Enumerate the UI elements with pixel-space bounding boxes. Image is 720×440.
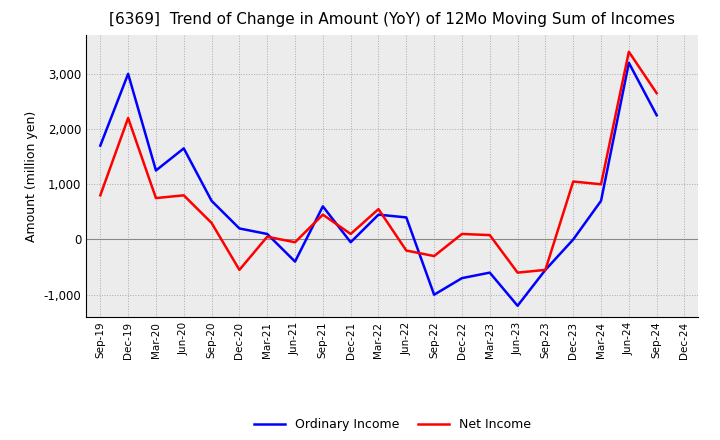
Line: Net Income: Net Income: [100, 52, 657, 273]
Ordinary Income: [402, 215, 410, 220]
Net Income: [430, 253, 438, 259]
Ordinary Income: [124, 71, 132, 77]
Ordinary Income: [458, 275, 467, 281]
Net Income: [207, 220, 216, 226]
Net Income: [179, 193, 188, 198]
Ordinary Income: [207, 198, 216, 203]
Ordinary Income: [96, 143, 104, 148]
Ordinary Income: [346, 240, 355, 245]
Ordinary Income: [318, 204, 327, 209]
Ordinary Income: [430, 292, 438, 297]
Net Income: [346, 231, 355, 237]
Ordinary Income: [624, 60, 633, 66]
Line: Ordinary Income: Ordinary Income: [100, 63, 657, 306]
Net Income: [152, 195, 161, 201]
Ordinary Income: [235, 226, 243, 231]
Net Income: [597, 182, 606, 187]
Net Income: [402, 248, 410, 253]
Ordinary Income: [569, 237, 577, 242]
Net Income: [318, 212, 327, 217]
Ordinary Income: [485, 270, 494, 275]
Ordinary Income: [513, 303, 522, 308]
Net Income: [124, 115, 132, 121]
Ordinary Income: [263, 231, 271, 237]
Title: [6369]  Trend of Change in Amount (YoY) of 12Mo Moving Sum of Incomes: [6369] Trend of Change in Amount (YoY) o…: [109, 12, 675, 27]
Ordinary Income: [179, 146, 188, 151]
Net Income: [263, 234, 271, 239]
Net Income: [541, 267, 550, 272]
Legend: Ordinary Income, Net Income: Ordinary Income, Net Income: [248, 413, 536, 436]
Net Income: [485, 232, 494, 238]
Net Income: [96, 193, 104, 198]
Net Income: [652, 91, 661, 96]
Ordinary Income: [374, 212, 383, 217]
Ordinary Income: [291, 259, 300, 264]
Net Income: [458, 231, 467, 237]
Net Income: [291, 240, 300, 245]
Ordinary Income: [152, 168, 161, 173]
Net Income: [624, 49, 633, 55]
Net Income: [513, 270, 522, 275]
Net Income: [374, 206, 383, 212]
Net Income: [235, 267, 243, 272]
Ordinary Income: [541, 267, 550, 272]
Ordinary Income: [597, 198, 606, 203]
Y-axis label: Amount (million yen): Amount (million yen): [25, 110, 38, 242]
Ordinary Income: [652, 113, 661, 118]
Net Income: [569, 179, 577, 184]
